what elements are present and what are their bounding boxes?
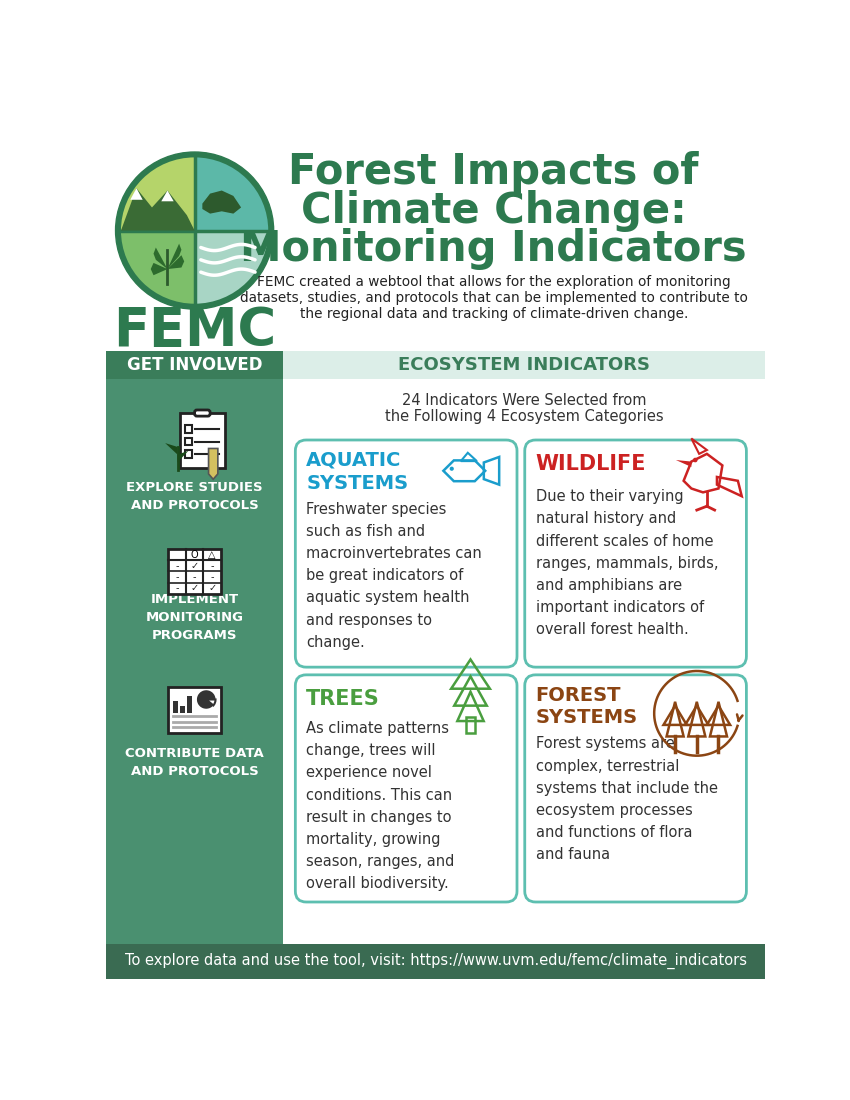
Polygon shape (121, 188, 195, 231)
Wedge shape (121, 157, 195, 231)
Polygon shape (202, 190, 241, 213)
Bar (283, 352, 765, 379)
Polygon shape (676, 460, 691, 466)
FancyBboxPatch shape (524, 675, 746, 902)
Text: AQUATIC
SYSTEMS: AQUATIC SYSTEMS (306, 451, 408, 493)
Wedge shape (195, 157, 269, 231)
Bar (184, 450, 192, 458)
Polygon shape (162, 190, 173, 201)
FancyBboxPatch shape (295, 675, 517, 902)
Circle shape (450, 466, 454, 471)
Polygon shape (150, 263, 167, 275)
Text: CONTRIBUTE DATA
AND PROTOCOLS: CONTRIBUTE DATA AND PROTOCOLS (125, 747, 264, 778)
Wedge shape (207, 700, 216, 705)
Text: Freshwater species
such as fish and
macroinvertebrates can
be great indicators o: Freshwater species such as fish and macr… (306, 502, 482, 650)
Text: 24 Indicators Were Selected from: 24 Indicators Were Selected from (402, 393, 646, 408)
Bar (106, 352, 283, 379)
Bar (106, 379, 283, 945)
Text: the regional data and tracking of climate-driven change.: the regional data and tracking of climat… (299, 308, 688, 321)
Wedge shape (121, 231, 195, 304)
Bar (180, 412, 224, 469)
Text: WILDLIFE: WILDLIFE (536, 454, 646, 474)
Bar (184, 426, 192, 433)
Text: -: - (175, 572, 178, 582)
Circle shape (693, 458, 698, 462)
Text: GET INVOLVED: GET INVOLVED (127, 356, 263, 374)
Bar (187, 696, 192, 713)
Text: -: - (211, 572, 214, 582)
Polygon shape (208, 449, 218, 480)
Text: ✓: ✓ (208, 583, 216, 593)
Text: ✓: ✓ (190, 561, 199, 571)
FancyBboxPatch shape (195, 410, 210, 416)
Bar (106, 944, 765, 979)
Text: Monitoring Indicators: Monitoring Indicators (241, 228, 747, 270)
Text: the Following 4 Ecosystem Categories: the Following 4 Ecosystem Categories (385, 408, 663, 424)
Text: datasets, studies, and protocols that can be implemented to contribute to: datasets, studies, and protocols that ca… (240, 292, 748, 306)
Circle shape (116, 152, 274, 309)
Text: FOREST
SYSTEMS: FOREST SYSTEMS (536, 685, 638, 727)
Text: Forest systems are
complex, terrestrial
systems that include the
ecosystem proce: Forest systems are complex, terrestrial … (536, 737, 717, 862)
Polygon shape (130, 188, 143, 200)
Bar (466, 717, 475, 733)
Bar (168, 549, 221, 594)
Bar (173, 701, 178, 713)
Text: Forest Impacts of: Forest Impacts of (288, 151, 699, 192)
Text: O: O (190, 550, 198, 560)
Text: As climate patterns
change, trees will
experience novel
conditions. This can
res: As climate patterns change, trees will e… (306, 722, 455, 891)
Text: △: △ (208, 550, 216, 560)
Text: To explore data and use the tool, visit: https://www.uvm.edu/femc/climate_indica: To explore data and use the tool, visit:… (125, 954, 746, 969)
FancyBboxPatch shape (524, 440, 746, 667)
Polygon shape (178, 451, 189, 462)
Polygon shape (165, 443, 178, 454)
Polygon shape (167, 255, 184, 270)
Text: FEMC: FEMC (113, 305, 276, 356)
Text: ECOSYSTEM INDICATORS: ECOSYSTEM INDICATORS (398, 356, 650, 374)
FancyBboxPatch shape (295, 440, 517, 667)
Text: FEMC created a webtool that allows for the exploration of monitoring: FEMC created a webtool that allows for t… (257, 275, 730, 289)
Text: -: - (193, 572, 196, 582)
Text: IMPLEMENT
MONITORING
PROGRAMS: IMPLEMENT MONITORING PROGRAMS (145, 593, 244, 642)
Wedge shape (195, 231, 269, 304)
Text: TREES: TREES (306, 689, 380, 708)
Bar (168, 688, 221, 734)
Text: -: - (175, 561, 178, 571)
Text: -: - (175, 583, 178, 593)
Text: -: - (211, 561, 214, 571)
Text: Climate Change:: Climate Change: (301, 189, 687, 231)
Text: EXPLORE STUDIES
AND PROTOCOLS: EXPLORE STUDIES AND PROTOCOLS (127, 481, 263, 512)
Bar (180, 706, 185, 713)
Wedge shape (197, 691, 216, 708)
Polygon shape (154, 248, 167, 270)
Text: ✓: ✓ (190, 583, 199, 593)
Text: Due to their varying
natural history and
different scales of home
ranges, mammal: Due to their varying natural history and… (536, 490, 718, 638)
Bar (184, 438, 192, 446)
Polygon shape (167, 244, 181, 270)
